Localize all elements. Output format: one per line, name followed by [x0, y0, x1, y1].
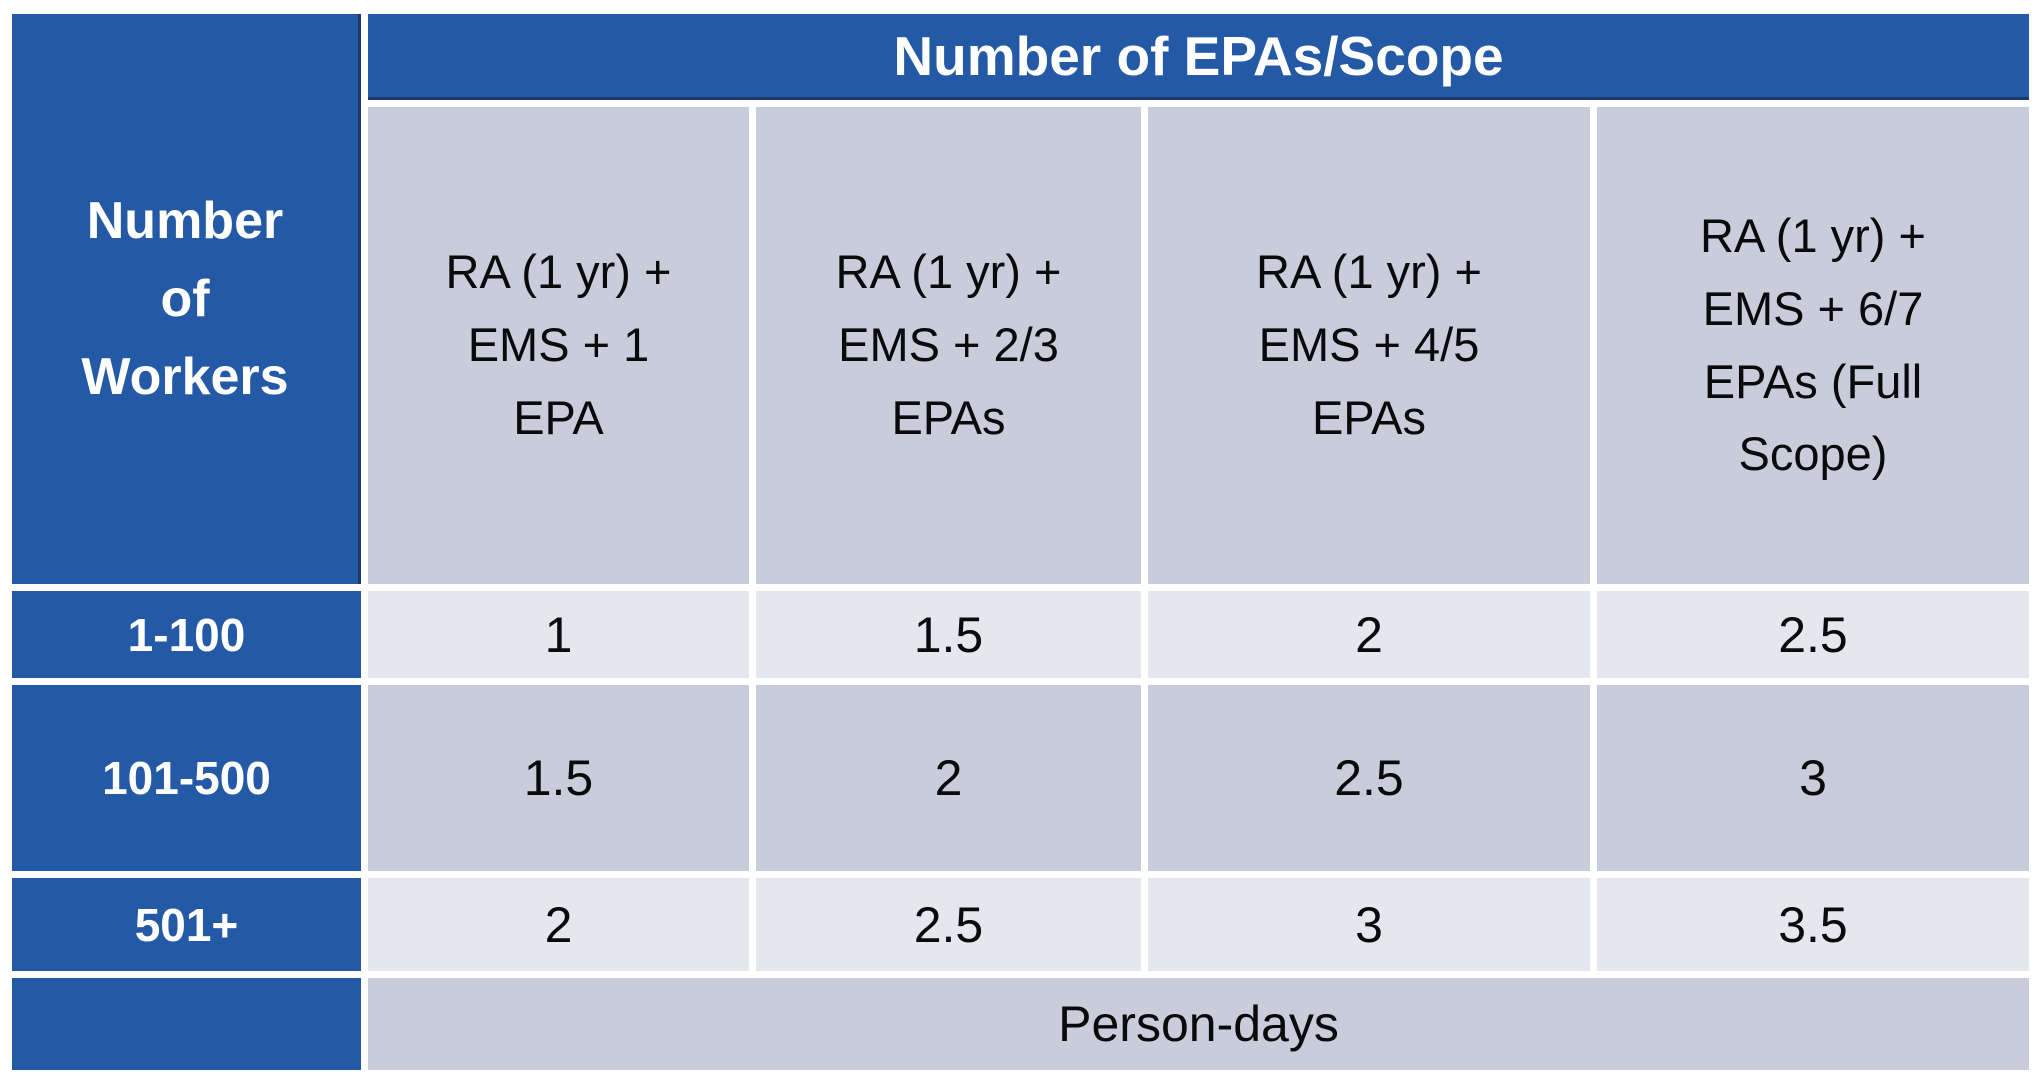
footer-person-days-cell: Person-days	[368, 978, 2029, 1070]
value-cell-1-100-col4: 2.5	[1597, 591, 2029, 678]
column-header-ems-4-5-epas: RA (1 yr) + EMS + 4/5 EPAs	[1148, 107, 1590, 584]
value-cell-501-col3: 3	[1148, 878, 1590, 971]
value-cell-101-500-col1: 1.5	[368, 685, 749, 871]
row-label-101-500: 101-500	[12, 685, 361, 871]
row-label-1-100: 1-100	[12, 591, 361, 678]
row-label-501-plus: 501+	[12, 878, 361, 971]
column-header-ems-2-3-epas: RA (1 yr) + EMS + 2/3 EPAs	[756, 107, 1141, 584]
value-cell-1-100-col1: 1	[368, 591, 749, 678]
value-cell-501-col1: 2	[368, 878, 749, 971]
column-header-ems-6-7-epas-full-scope: RA (1 yr) + EMS + 6/7 EPAs (Full Scope)	[1597, 107, 2029, 584]
value-cell-101-500-col3: 2.5	[1148, 685, 1590, 871]
footer-empty-blue-cell	[12, 978, 361, 1070]
value-cell-1-100-col3: 2	[1148, 591, 1590, 678]
header-number-of-epas-scope: Number of EPAs/Scope	[368, 14, 2029, 100]
epa-scope-person-days-table: Number of Workers Number of EPAs/Scope R…	[12, 14, 2029, 1070]
value-cell-101-500-col2: 2	[756, 685, 1141, 871]
value-cell-101-500-col4: 3	[1597, 685, 2029, 871]
corner-header-number-of-workers: Number of Workers	[12, 14, 361, 584]
column-header-ems-1-epa: RA (1 yr) + EMS + 1 EPA	[368, 107, 749, 584]
value-cell-501-col2: 2.5	[756, 878, 1141, 971]
value-cell-501-col4: 3.5	[1597, 878, 2029, 971]
value-cell-1-100-col2: 1.5	[756, 591, 1141, 678]
